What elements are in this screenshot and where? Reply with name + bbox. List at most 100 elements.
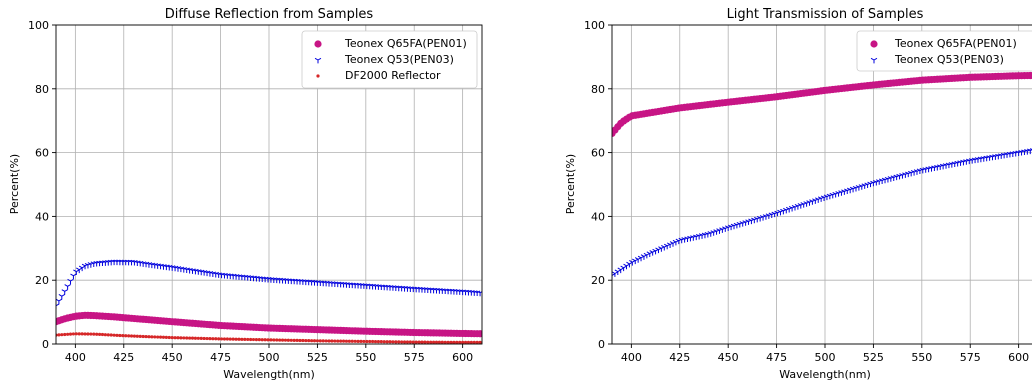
data-point (318, 339, 322, 343)
data-point (623, 263, 630, 270)
data-point (100, 332, 105, 337)
x-tick-label: 400 (621, 351, 642, 364)
x-tick-label: 425 (669, 351, 690, 364)
y-axis-label: Percent(%) (8, 154, 21, 214)
data-point (179, 336, 183, 340)
data-point (347, 339, 351, 343)
data-point (153, 335, 157, 339)
data-point (214, 337, 218, 341)
y-tick-label: 20 (591, 274, 605, 287)
data-point (77, 332, 81, 336)
data-point (312, 339, 317, 343)
data-point (275, 338, 279, 342)
data-point (452, 340, 456, 344)
y-tick-label: 40 (591, 210, 605, 223)
x-tick-label: 525 (863, 351, 884, 364)
series-3 (56, 332, 482, 344)
data-point (449, 340, 453, 344)
y-tick-label: 60 (35, 147, 49, 160)
data-point (310, 339, 314, 343)
data-point (411, 340, 415, 344)
data-point (350, 339, 354, 343)
data-point (295, 338, 299, 343)
data-point (379, 340, 383, 344)
data-point (391, 340, 395, 344)
data-point (231, 337, 235, 341)
y-axis-ticks: 0 20 40 60 80 100 (28, 19, 56, 351)
legend-box (856, 30, 1032, 72)
y-tick-label: 80 (591, 83, 605, 96)
data-point (60, 333, 64, 337)
data-point (278, 338, 282, 342)
data-point (124, 334, 128, 338)
data-point (324, 339, 328, 343)
data-point (109, 333, 113, 337)
data-point (240, 337, 244, 341)
data-point (158, 335, 163, 339)
data-point (234, 337, 238, 341)
data-point (382, 340, 386, 344)
data-point (426, 340, 430, 344)
data-point (280, 338, 285, 342)
data-point (443, 340, 447, 344)
data-point (476, 330, 482, 338)
data-point (397, 340, 401, 344)
data-point (370, 339, 375, 344)
x-tick-label: 425 (113, 351, 134, 364)
data-point (301, 338, 305, 343)
y-tick-label: 100 (28, 19, 49, 32)
legend-entry: DF2000 Reflector (316, 69, 441, 82)
data-point (76, 267, 83, 274)
legend-label: Teonex Q53(PEN03) (894, 53, 1004, 66)
data-point (190, 336, 195, 340)
data-point (359, 339, 363, 343)
data-point (211, 337, 215, 341)
grid (612, 24, 1032, 345)
legend-label: Teonex Q65FA(PEN01) (344, 37, 467, 50)
data-point (144, 334, 148, 339)
data-point (475, 340, 479, 344)
data-point (205, 336, 209, 341)
data-point (86, 332, 90, 336)
data-point (388, 340, 392, 344)
data-point (219, 337, 224, 341)
data-point (249, 337, 253, 342)
x-tick-label: 500 (259, 351, 280, 364)
data-point (341, 339, 346, 343)
data-point (402, 340, 407, 344)
y-tick-label: 60 (591, 147, 605, 160)
data-point (63, 332, 67, 337)
data-point (612, 271, 619, 277)
data-point (368, 339, 372, 344)
data-point (115, 333, 119, 337)
y-tick-label: 20 (35, 274, 49, 287)
data-point (478, 340, 482, 344)
data-point (469, 340, 473, 344)
data-point (217, 337, 221, 341)
x-axis-label: Wavelength(nm) (223, 368, 315, 381)
data-point (307, 339, 311, 343)
data-point (405, 340, 410, 344)
data-point (330, 339, 334, 343)
data-point (376, 340, 381, 344)
legend-marker (314, 40, 322, 48)
data-point (118, 333, 122, 338)
y-tick-label: 100 (584, 19, 605, 32)
chart-title: Light Transmission of Samples (727, 7, 924, 22)
data-point (182, 336, 186, 340)
data-point (461, 340, 465, 344)
x-tick-label: 550 (911, 351, 932, 364)
data-point (64, 284, 71, 290)
data-point (188, 336, 192, 340)
legend-label: Teonex Q65FA(PEN01) (894, 37, 1017, 50)
legend-entry: Teonex Q53(PEN03) (314, 53, 454, 66)
data-marks (612, 71, 1032, 279)
data-point (170, 336, 174, 340)
data-point (289, 338, 293, 342)
data-point (61, 289, 68, 295)
data-point (112, 333, 116, 337)
x-axis-ticks: 400 425 450 475 500 525 550 575 600 (65, 344, 473, 364)
data-point (362, 339, 366, 344)
data-point (266, 338, 270, 342)
